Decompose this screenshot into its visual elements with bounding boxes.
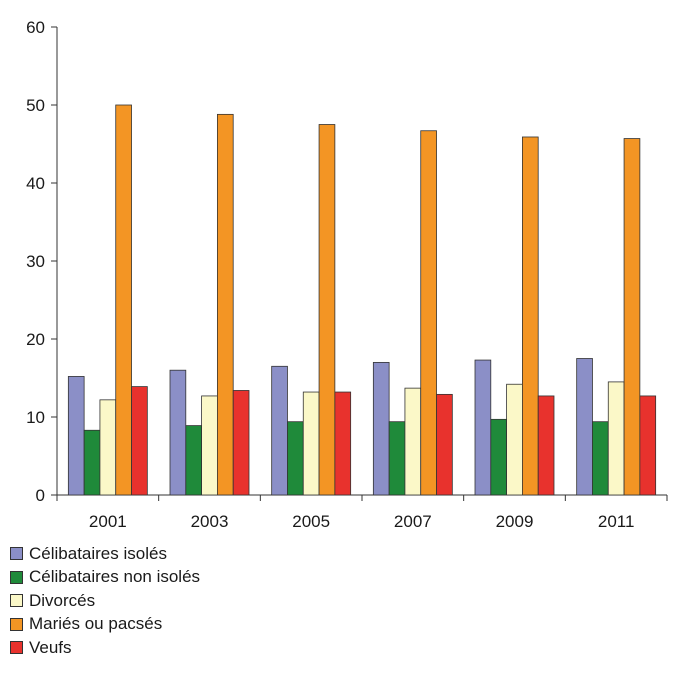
x-tick-label: 2003 [191,512,229,531]
bar [287,421,304,496]
legend-item: Veufs [10,636,200,660]
bar [623,138,641,496]
bar [537,395,555,496]
y-tick-label: 10 [26,408,45,427]
legend-swatch [10,617,23,631]
y-tick-label: 30 [26,252,45,271]
legend-swatch [10,641,23,655]
y-axis: 0 10 20 30 40 50 60 [26,18,58,505]
bar [607,381,625,496]
x-tick-label: 2007 [394,512,432,531]
legend-swatch [10,570,23,584]
bar [131,386,148,496]
legend-item: Mariés ou pacsés [10,613,200,637]
bar [318,124,336,496]
x-tick-label: 2005 [292,512,330,531]
bar-chart: 0 10 20 30 40 50 60 2001 2003 2005 2007 2009 2011 [26,18,668,531]
x-tick-label: 2001 [89,512,127,531]
bar [232,390,250,496]
bar [639,395,657,496]
legend-label: Célibataires isolés [29,543,167,563]
bar [83,429,101,496]
bar [169,369,187,496]
legend-item: Divorcés [10,589,200,613]
legend: Célibataires isolés Célibataires non isol… [10,542,200,660]
legend-label: Divorcés [29,590,96,610]
bar [506,383,523,496]
legend-label: Mariés ou pacsés [29,614,163,634]
bar [67,376,85,496]
bar [592,421,609,496]
bar [372,361,390,496]
x-tick-label: 2009 [496,512,534,531]
bar [99,399,117,496]
bar [216,113,234,496]
x-tick-label: 2011 [598,512,635,531]
bar [185,425,203,496]
legend-swatch [10,594,23,608]
bar [271,365,288,496]
y-tick-label: 60 [26,18,45,37]
bar [388,421,406,496]
bar [474,359,492,496]
bar [420,130,437,496]
y-tick-label: 0 [36,486,45,505]
bar [404,387,422,496]
legend-swatch [10,547,23,561]
legend-label: Célibataires non isolés [29,567,201,587]
y-tick-label: 20 [26,330,45,349]
bar [490,418,507,496]
bar [576,358,593,496]
x-axis: 2001 2003 2005 2007 2009 2011 [56,494,668,531]
legend-item: Célibataires isolés [10,542,200,566]
legend-item: Célibataires non isolés [10,566,200,590]
y-tick-label: 40 [26,174,45,193]
bar [201,395,218,496]
bar [334,391,352,496]
legend-label: Veufs [29,637,72,657]
bar [115,104,132,496]
bar [436,393,453,496]
bar [302,391,320,496]
bars [67,104,657,496]
bar [522,136,539,496]
y-tick-label: 50 [26,96,45,115]
